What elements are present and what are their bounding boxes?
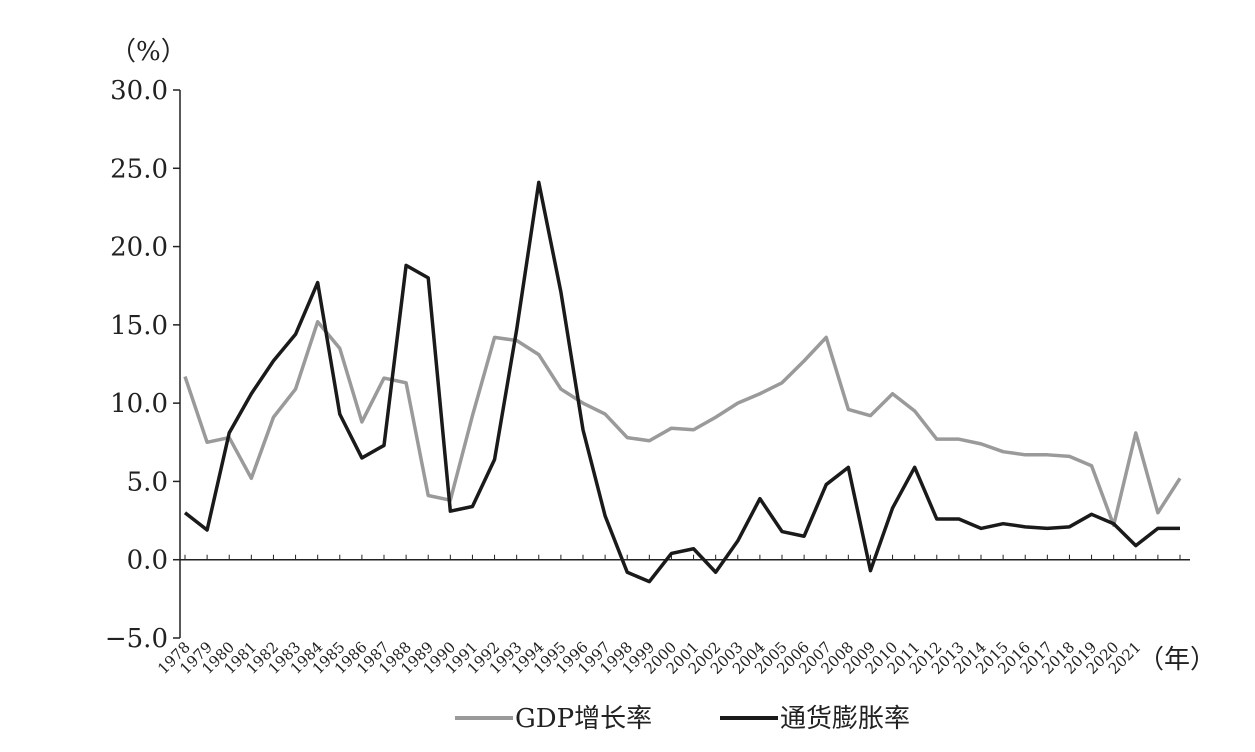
y-tick-label: 25.0 [110, 154, 168, 184]
y-tick-label: −5.0 [105, 624, 168, 654]
series-line [183, 319, 1182, 528]
y-tick-label: 5.0 [127, 467, 168, 497]
y-tick-label: 30.0 [110, 76, 168, 106]
y-axis-label: （%） [110, 37, 187, 67]
series-line [183, 180, 1180, 584]
x-axis-label: （年） [1138, 645, 1216, 675]
y-tick-label: 20.0 [110, 233, 168, 263]
y-tick-label: 15.0 [110, 311, 168, 341]
y-tick-label: 10.0 [110, 389, 168, 419]
legend-label: 通货膨胀率 [780, 704, 910, 734]
legend-label: GDP增长率 [515, 704, 652, 734]
y-tick-label: 0.0 [127, 546, 168, 576]
